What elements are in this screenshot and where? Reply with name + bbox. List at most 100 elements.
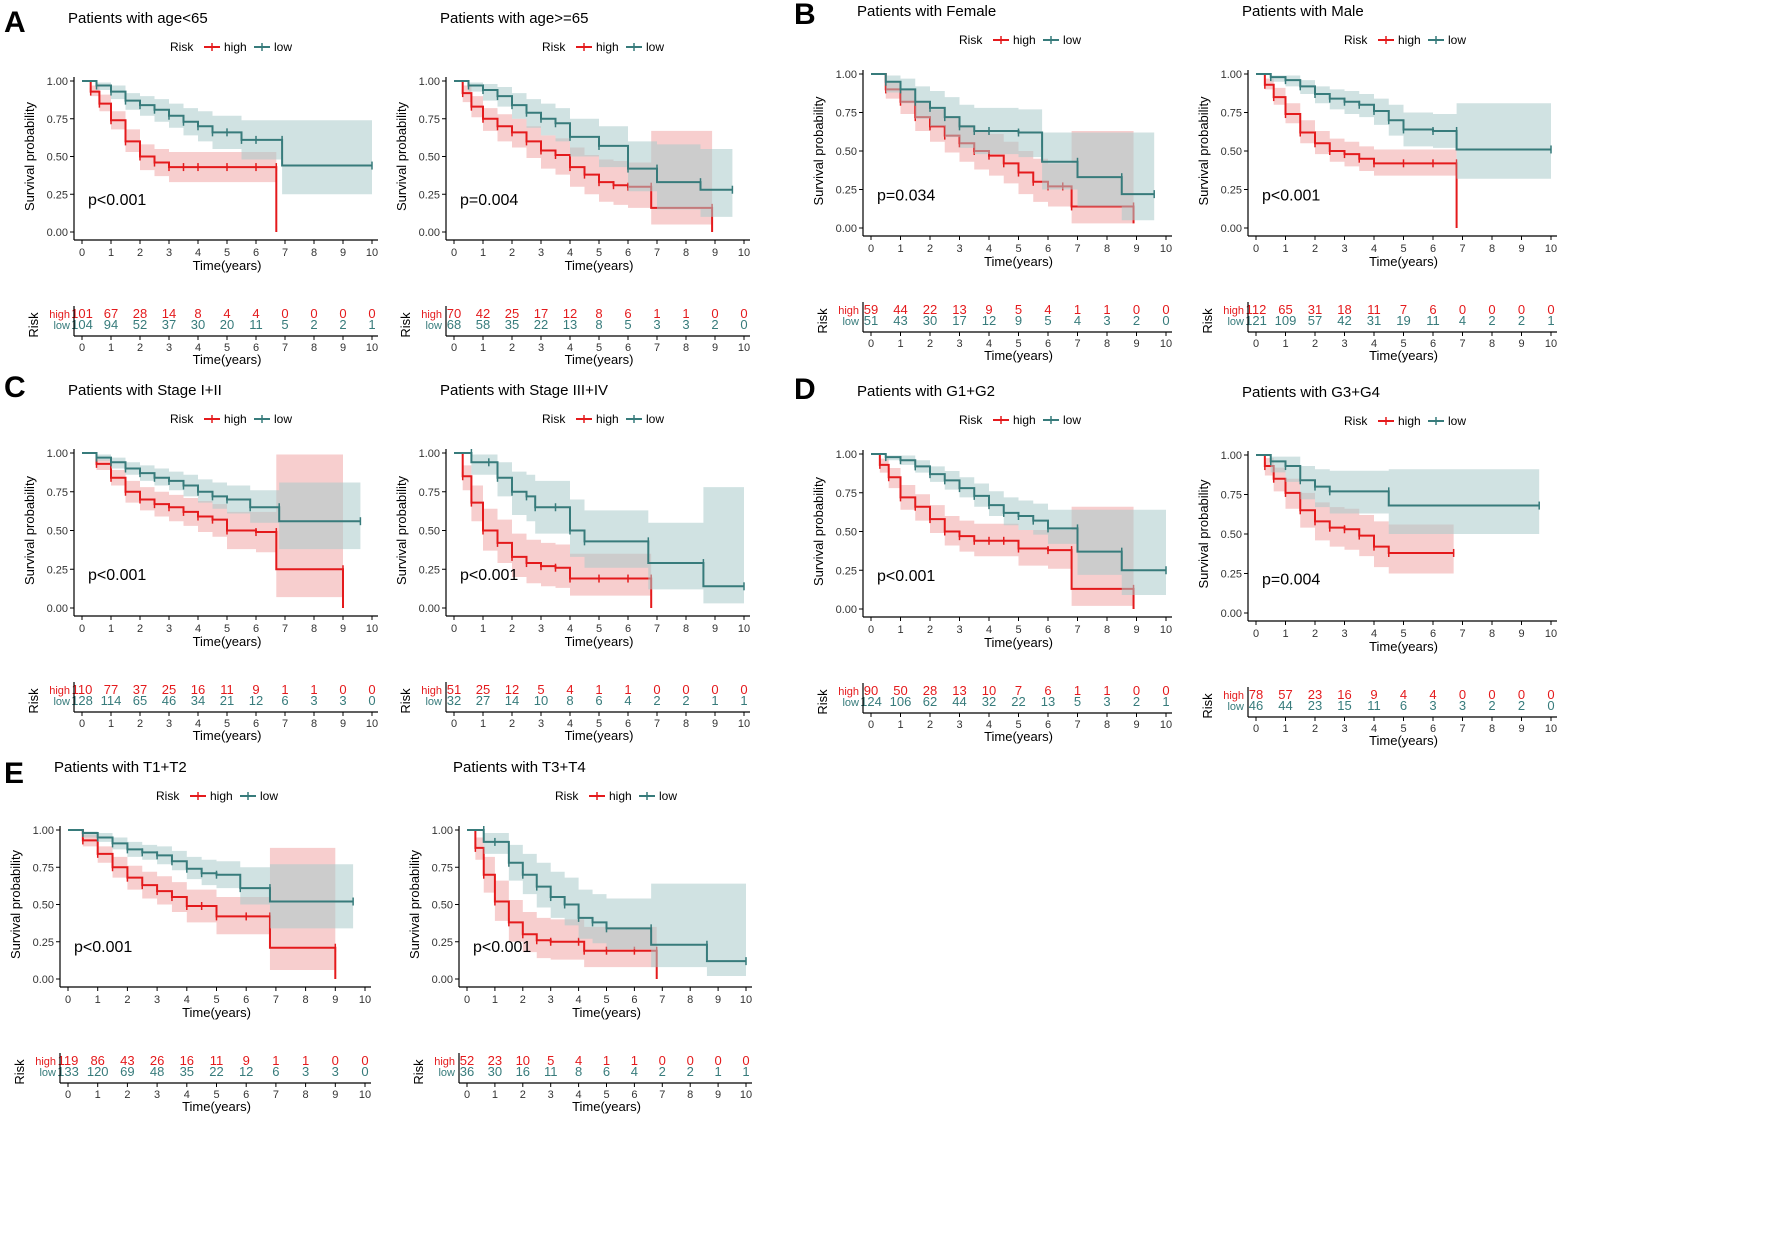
legend-low-label: low [274, 40, 292, 54]
risk-count-high: 0 [682, 682, 689, 697]
risk-count-high: 0 [1162, 683, 1169, 698]
risk-x-tick-label: 4 [184, 1089, 190, 1101]
x-axis-label: Time(years) [565, 634, 634, 649]
risk-count-low: 120 [87, 1064, 109, 1079]
risk-count-low: 21 [220, 693, 234, 708]
risk-x-tick-label: 5 [1400, 338, 1406, 350]
risk-count-high: 8 [194, 306, 201, 321]
risk-x-tick-label: 0 [464, 1089, 470, 1101]
x-tick-label: 0 [451, 247, 457, 259]
y-axis-label: Survival probability [22, 475, 37, 585]
risk-x-axis-label: Time(years) [182, 1099, 251, 1114]
risk-table-label: Risk [398, 688, 413, 714]
y-tick-label: 0.25 [1221, 569, 1242, 581]
x-tick-label: 1 [1282, 628, 1288, 640]
ci-band-high [82, 81, 277, 232]
legend-title: Risk [555, 789, 579, 803]
risk-count-low: 1 [711, 693, 718, 708]
x-tick-label: 5 [224, 247, 230, 259]
risk-strata-low: low [1227, 701, 1244, 713]
p-value: p=0.004 [1262, 572, 1320, 589]
legend-title: Risk [170, 40, 194, 54]
y-tick-label: 0.50 [47, 526, 68, 538]
risk-table-label: Risk [26, 688, 41, 714]
risk-x-tick-label: 4 [986, 338, 992, 350]
risk-count-low: 1 [714, 1064, 721, 1079]
risk-count-high: 0 [1518, 687, 1525, 702]
x-tick-label: 6 [1430, 628, 1436, 640]
legend-low-label: low [646, 40, 664, 54]
x-tick-label: 5 [224, 623, 230, 635]
risk-count-high: 4 [223, 306, 230, 321]
x-axis-label: Time(years) [182, 1005, 251, 1020]
y-tick-label: 1.00 [1221, 450, 1242, 462]
x-tick-label: 6 [625, 247, 631, 259]
y-tick-label: 1.00 [33, 825, 54, 837]
risk-count-low: 0 [368, 693, 375, 708]
risk-count-low: 1 [1547, 313, 1554, 328]
risk-x-tick-label: 4 [1371, 338, 1377, 350]
risk-count-low: 3 [1459, 698, 1466, 713]
risk-x-tick-label: 0 [868, 338, 874, 350]
x-axis-label: Time(years) [565, 258, 634, 273]
y-tick-label: 1.00 [836, 449, 857, 461]
risk-x-tick-label: 8 [311, 718, 317, 730]
risk-count-low: 3 [310, 693, 317, 708]
risk-count-low: 2 [1488, 698, 1495, 713]
y-tick-label: 1.00 [432, 825, 453, 837]
risk-count-high: 101 [71, 306, 93, 321]
risk-count-high: 12 [563, 306, 577, 321]
risk-count-high: 0 [714, 1053, 721, 1068]
x-tick-label: 6 [253, 623, 259, 635]
risk-count-low: 2 [1133, 694, 1140, 709]
x-tick-label: 7 [654, 623, 660, 635]
x-tick-label: 1 [492, 994, 498, 1006]
risk-strata-low: low [53, 696, 70, 708]
risk-count-low: 30 [488, 1064, 502, 1079]
risk-x-tick-label: 6 [1430, 723, 1436, 735]
risk-x-tick-label: 2 [509, 718, 515, 730]
x-tick-label: 7 [654, 247, 660, 259]
y-tick-label: 0.00 [836, 604, 857, 616]
x-tick-label: 7 [282, 247, 288, 259]
risk-count-low: 8 [566, 693, 573, 708]
x-tick-label: 1 [108, 623, 114, 635]
x-tick-label: 9 [1518, 628, 1524, 640]
risk-count-low: 17 [952, 313, 966, 328]
km-curve-low [82, 452, 361, 523]
risk-count-low: 22 [209, 1064, 223, 1079]
legend-title: Risk [542, 412, 566, 426]
risk-count-high: 67 [104, 306, 118, 321]
risk-count-high: 8 [595, 306, 602, 321]
risk-strata-high: high [838, 686, 859, 698]
x-tick-label: 2 [137, 623, 143, 635]
x-tick-label: 1 [480, 623, 486, 635]
x-tick-label: 5 [603, 994, 609, 1006]
x-tick-label: 2 [927, 624, 933, 636]
risk-count-high: 0 [687, 1053, 694, 1068]
y-tick-label: 0.50 [836, 527, 857, 539]
risk-count-high: 13 [952, 302, 966, 317]
risk-count-high: 10 [982, 683, 996, 698]
risk-x-tick-label: 5 [1015, 338, 1021, 350]
risk-count-high: 11 [1367, 302, 1381, 317]
risk-count-low: 5 [1074, 694, 1081, 709]
x-tick-label: 4 [986, 624, 992, 636]
x-tick-label: 7 [273, 994, 279, 1006]
risk-count-high: 25 [505, 306, 519, 321]
x-axis-label: Time(years) [193, 258, 262, 273]
risk-count-high: 4 [1044, 302, 1051, 317]
p-value: p<0.001 [88, 567, 146, 584]
risk-count-high: 1 [682, 306, 689, 321]
risk-strata-low: low [438, 1067, 455, 1079]
risk-count-low: 1 [368, 317, 375, 332]
risk-x-tick-label: 0 [451, 718, 457, 730]
x-tick-label: 8 [311, 623, 317, 635]
x-tick-label: 4 [195, 623, 201, 635]
risk-count-low: 2 [310, 317, 317, 332]
x-tick-label: 8 [1489, 628, 1495, 640]
risk-x-tick-label: 5 [224, 718, 230, 730]
y-tick-label: 0.00 [432, 974, 453, 986]
x-tick-label: 3 [166, 247, 172, 259]
